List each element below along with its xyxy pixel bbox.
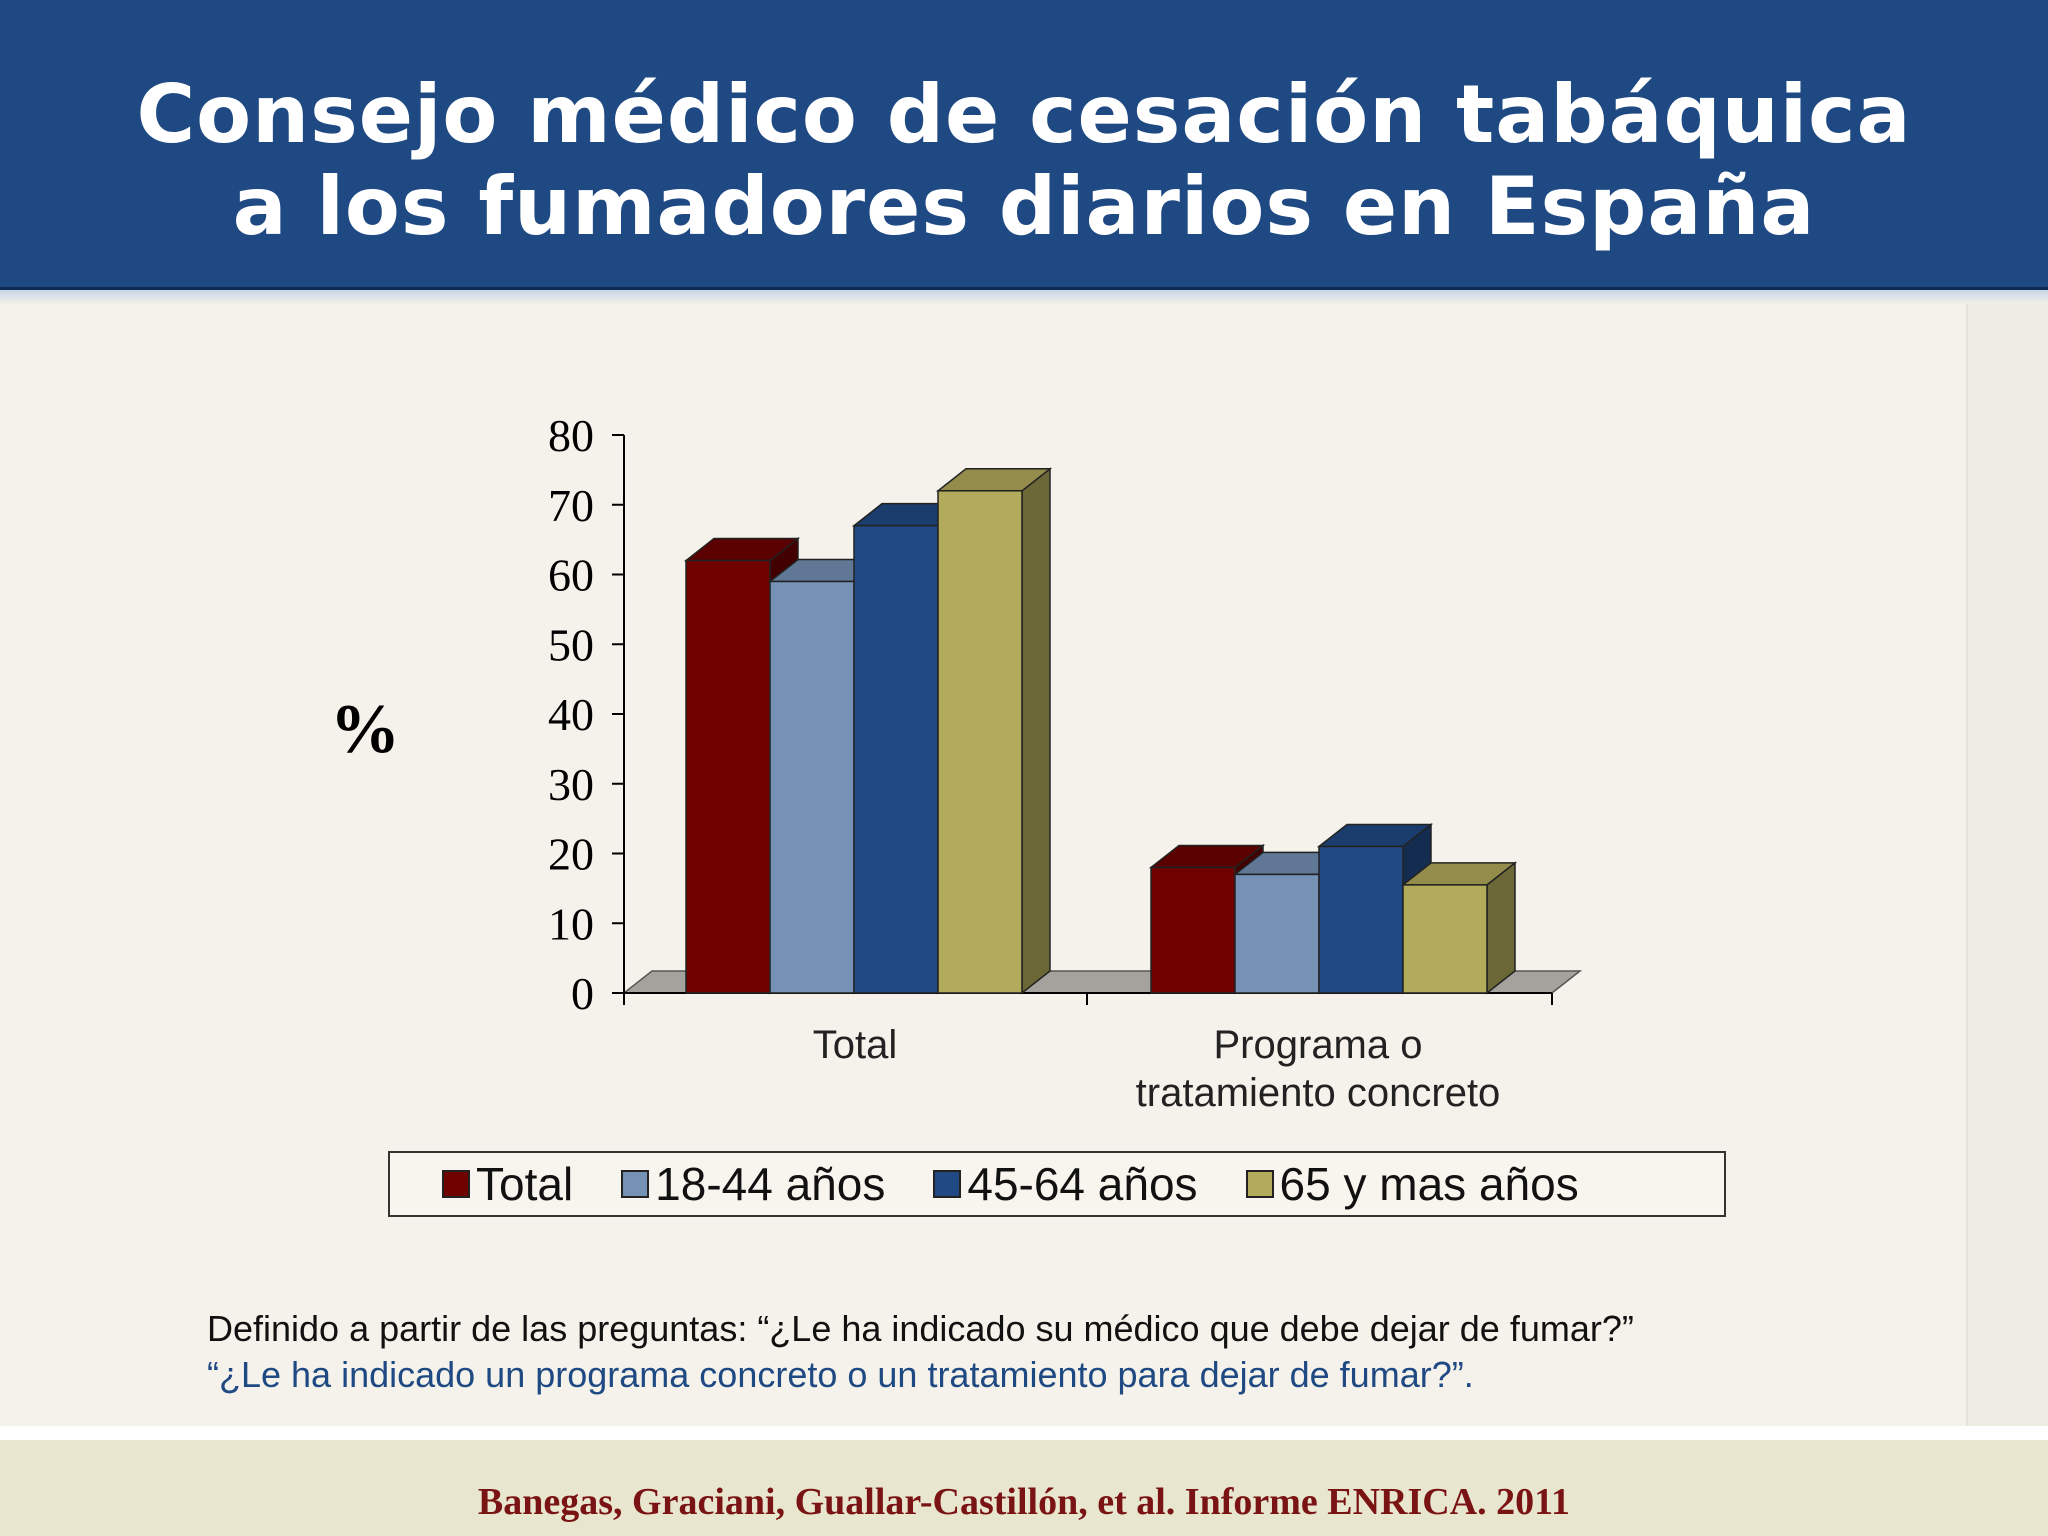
right-margin-strip: [1966, 304, 2048, 1426]
legend-label: 18-44 años: [655, 1158, 886, 1210]
y-tick-label: 10: [548, 898, 594, 949]
y-tick-label: 50: [548, 619, 594, 670]
title-bar: Consejo médico de cesación tabáquica a l…: [0, 0, 2048, 290]
y-tick-label: 70: [548, 480, 594, 531]
category-label: tratamiento concreto: [1136, 1071, 1501, 1115]
legend-swatch: [442, 1170, 470, 1198]
legend-label: Total: [476, 1158, 574, 1210]
chart-legend: Total 18-44 años 45-64 años 65 y mas años: [388, 1151, 1726, 1217]
category-label: Total: [813, 1023, 898, 1067]
title-divider: [0, 290, 2048, 304]
y-axis-label: %: [330, 691, 400, 768]
note-line-1: Definido a partir de las preguntas: “¿Le…: [207, 1308, 1634, 1349]
legend-swatch: [1245, 1170, 1274, 1198]
legend-item: 45-64 años: [933, 1157, 1198, 1211]
bar-front: [937, 490, 1023, 994]
footer-citation: Banegas, Graciani, Guallar-Castillón, et…: [477, 1481, 1571, 1523]
legend-item: 65 y mas años: [1245, 1157, 1579, 1211]
y-tick-label: 30: [548, 759, 594, 810]
bar-front: [1234, 873, 1320, 994]
footer-bar: Banegas, Graciani, Guallar-Castillón, et…: [0, 1426, 2048, 1536]
legend-label: 45-64 años: [967, 1158, 1198, 1210]
y-tick-label: 0: [571, 968, 594, 1019]
bar-front: [769, 580, 855, 994]
legend-swatch: [933, 1170, 962, 1198]
legend-label: 65 y mas años: [1279, 1158, 1579, 1210]
note-line-2: “¿Le ha indicado un programa concreto o …: [207, 1354, 1474, 1395]
legend-swatch: [621, 1170, 650, 1198]
bar-front: [853, 524, 939, 994]
definition-note: Definido a partir de las preguntas: “¿Le…: [207, 1306, 1634, 1398]
bars: [683, 467, 1518, 995]
bar-front: [685, 559, 771, 994]
bar: [1400, 861, 1518, 995]
category-label: Programa o: [1214, 1023, 1423, 1067]
legend-item: 18-44 años: [621, 1157, 885, 1211]
y-tick-label: 60: [548, 550, 594, 601]
y-tick-label: 40: [548, 689, 594, 740]
legend-item: Total: [442, 1157, 573, 1211]
bar-front: [1318, 845, 1404, 994]
slide-title-line-1: Consejo médico de cesación tabáquica: [136, 68, 1912, 161]
bar-side: [1021, 467, 1051, 995]
y-tick-label: 80: [548, 410, 594, 461]
bar: [935, 467, 1053, 995]
y-tick-label: 20: [548, 829, 594, 880]
bar-front: [1150, 866, 1236, 994]
slide-title-line-2: a los fumadores diarios en España: [232, 160, 1816, 253]
bar-front: [1402, 884, 1488, 994]
